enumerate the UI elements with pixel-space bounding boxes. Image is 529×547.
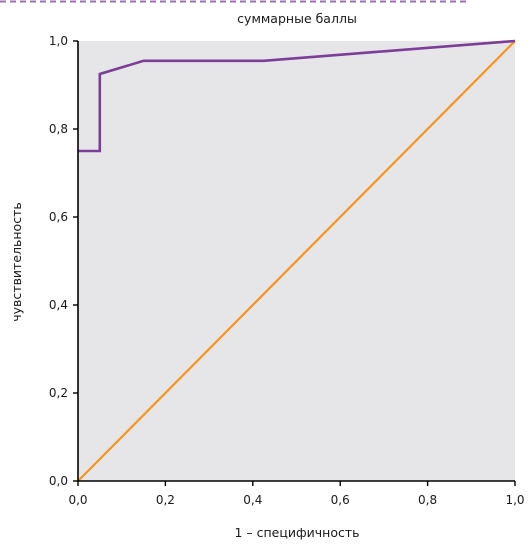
y-axis-title: чувствительность [9,202,24,321]
y-tick-label: 0,8 [49,122,68,136]
y-tick-label: 0,0 [49,474,68,488]
x-axis-ticks: 0,0 0,2 0,4 0,6 0,8 1,0 [68,481,525,507]
x-tick-label: 0,4 [243,493,262,507]
x-tick-label: 0,8 [418,493,437,507]
roc-curve-line [78,39,516,153]
y-tick-label: 0,2 [49,386,68,400]
y-tick-label: 1,0 [49,34,68,48]
series-group [77,39,516,482]
y-tick-label: 0,6 [49,210,68,224]
y-tick-label: 0,4 [49,298,68,312]
y-axis-ticks: 0,0 0,2 0,4 0,6 0,8 1,0 [49,34,78,488]
x-tick-label: 0,2 [156,493,175,507]
axes [77,41,515,482]
reference-diagonal-line [77,40,516,482]
x-tick-label: 0,0 [68,493,87,507]
x-tick-label: 0,6 [331,493,350,507]
x-axis-title: 1 – специфичность [234,525,359,540]
chart-title: суммарные баллы [237,11,357,26]
x-tick-label: 1,0 [505,493,524,507]
